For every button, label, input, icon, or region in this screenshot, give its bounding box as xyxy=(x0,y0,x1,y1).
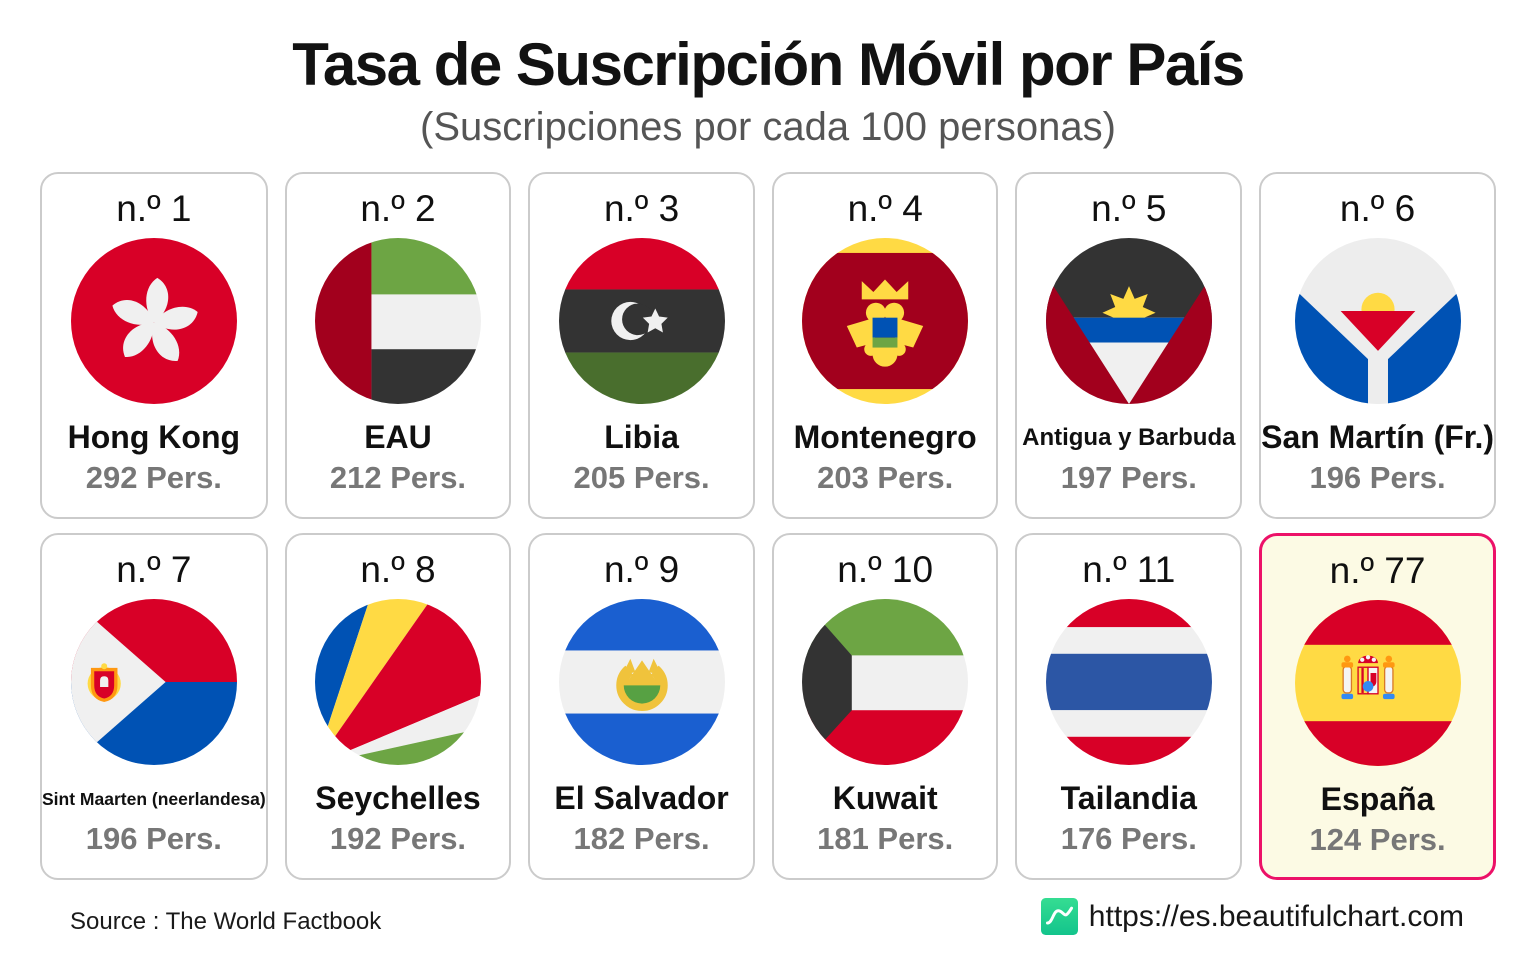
country-value: 176 Pers. xyxy=(1060,821,1197,856)
source-note: Source : The World Factbook xyxy=(70,908,382,935)
rank-label: n.º 10 xyxy=(837,549,934,590)
country-card-tailandia: n.º 11 Tailandia 176 Pers. xyxy=(1015,533,1243,880)
country-name: Montenegro xyxy=(793,419,977,455)
country-card-antigua-y-barbuda: n.º 5 Antigua y Barbuda 197 Pers. xyxy=(1015,172,1243,519)
kuwait-flag-icon xyxy=(802,599,969,765)
rank-label: n.º 5 xyxy=(1091,188,1167,229)
libya-flag-icon xyxy=(558,238,725,404)
country-card-san-martin: n.º 6 San Martín (Fr.) 196 Pers. xyxy=(1259,172,1496,519)
country-card-montenegro: n.º 4 Montenegro 20 xyxy=(771,172,999,519)
uae-flag-icon xyxy=(314,238,481,404)
spain-flag-icon xyxy=(1294,600,1461,766)
rank-label: n.º 2 xyxy=(360,188,436,229)
country-name: San Martín (Fr.) xyxy=(1261,419,1494,455)
country-value: 292 Pers. xyxy=(85,460,222,495)
seychelles-flag-icon xyxy=(314,599,481,765)
thailand-flag-icon xyxy=(1045,599,1212,765)
country-name: Seychelles xyxy=(315,780,481,816)
country-name: EAU xyxy=(364,419,432,455)
site-url-link[interactable]: https://es.beautifulchart.com xyxy=(1088,899,1464,933)
country-card-kuwait: n.º 10 Kuwait 181 Pers. xyxy=(771,533,999,880)
rank-label: n.º 1 xyxy=(116,188,192,229)
country-value: 181 Pers. xyxy=(817,821,954,856)
country-value: 203 Pers. xyxy=(817,460,954,495)
country-name: Tailandia xyxy=(1060,780,1197,816)
rank-label: n.º 77 xyxy=(1329,550,1426,591)
page-title: Tasa de Suscripción Móvil por País xyxy=(292,31,1245,98)
rank-label: n.º 8 xyxy=(360,549,436,590)
country-card-hong-kong: n.º 1 Hong Kong 292 Pers. xyxy=(40,172,268,519)
sint-maarten-flag-icon xyxy=(70,599,237,765)
country-name: Antigua y Barbuda xyxy=(1022,424,1236,451)
rank-label: n.º 7 xyxy=(116,549,192,590)
rank-label: n.º 4 xyxy=(847,188,923,229)
country-value: 212 Pers. xyxy=(329,460,467,495)
country-name: España xyxy=(1320,781,1435,817)
country-value: 196 Pers. xyxy=(1309,460,1446,495)
rank-label: n.º 3 xyxy=(603,188,680,229)
country-value: 124 Pers. xyxy=(1309,822,1446,857)
saint-martin-flag-icon xyxy=(1294,238,1461,404)
country-value: 192 Pers. xyxy=(329,821,467,856)
chart-wave-icon xyxy=(1040,898,1078,935)
country-name: Kuwait xyxy=(832,780,938,816)
country-card-sint-maarten: n.º 7 Sint Maarten (neerlandesa) 196 Per… xyxy=(40,533,268,880)
hong-kong-flag-icon xyxy=(70,238,237,404)
country-card-espana-highlighted: n.º 77 xyxy=(1259,533,1496,880)
antigua-barbuda-flag-icon xyxy=(1045,238,1212,404)
country-name: Sint Maarten (neerlandesa) xyxy=(42,789,266,809)
rank-label: n.º 6 xyxy=(1339,188,1416,229)
rank-label: n.º 11 xyxy=(1082,549,1176,590)
country-card-seychelles: n.º 8 Seychelles 192 Pers. xyxy=(284,533,512,880)
montenegro-flag-icon xyxy=(802,238,969,404)
country-value: 182 Pers. xyxy=(573,821,710,856)
country-value: 205 Pers. xyxy=(573,460,710,495)
country-value: 196 Pers. xyxy=(85,821,222,856)
el-salvador-flag-icon xyxy=(558,599,725,765)
country-name: Hong Kong xyxy=(67,419,241,455)
rank-label: n.º 9 xyxy=(603,549,680,590)
country-value: 197 Pers. xyxy=(1060,460,1197,495)
country-name: Libia xyxy=(604,419,679,455)
ranking-grid: n.º 1 Hong Kong 292 Pers. n.º 2 xyxy=(40,172,1496,880)
country-card-libia: n.º 3 Libia 205 Pers. xyxy=(528,172,755,519)
country-name: El Salvador xyxy=(554,780,729,816)
page-subtitle: (Suscripciones por cada 100 personas) xyxy=(420,105,1116,149)
country-card-eau: n.º 2 EAU 212 Pers. xyxy=(284,172,512,519)
site-credit[interactable]: https://es.beautifulchart.com xyxy=(1040,898,1464,935)
country-card-el-salvador: n.º 9 El Salvador 182 Pers. xyxy=(528,533,755,880)
